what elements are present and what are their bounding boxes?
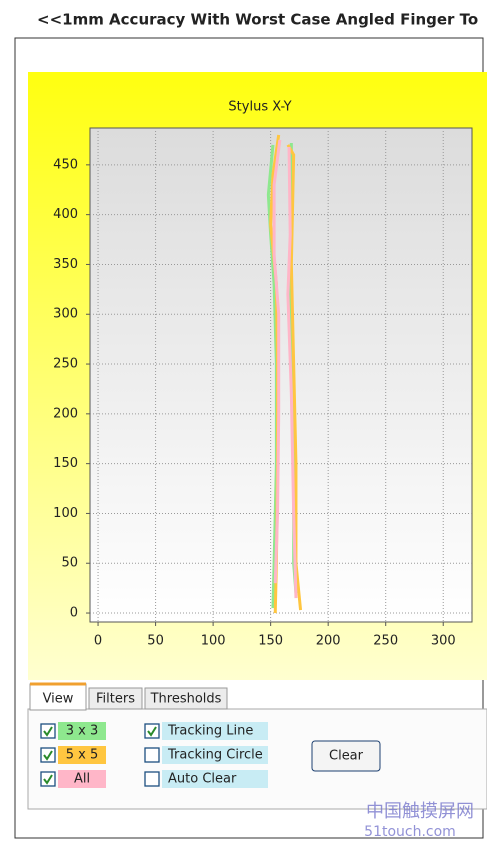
checkbox[interactable] [40,723,56,739]
clear-button-label[interactable]: Clear [329,749,364,764]
tab-label[interactable]: Filters [96,692,135,707]
tab-label[interactable]: View [43,692,74,707]
option-label-bg [162,722,268,740]
tab-label[interactable]: Thresholds [150,692,222,707]
legend-swatch [58,770,106,788]
checkbox[interactable] [40,747,56,763]
option-label-bg [162,746,268,764]
option-label-bg [162,770,268,788]
y-tick-label: 150 [53,456,78,471]
y-tick-label: 200 [53,406,78,421]
legend-swatch [58,722,106,740]
check-mark [43,750,53,761]
tab[interactable] [88,687,143,710]
option-label[interactable]: Auto Clear [168,772,237,787]
y-tick-label: 50 [61,556,78,571]
legend-label[interactable]: 5 x 5 [66,748,99,763]
x-tick-label: 200 [316,634,341,649]
watermark: 中国触摸屏网 [366,801,474,822]
y-tick-label: 100 [53,506,78,521]
tab[interactable] [144,687,228,710]
chart-title: Stylus X-Y [228,100,291,115]
x-tick-label: 50 [147,634,164,649]
checkbox[interactable] [144,747,160,763]
watermark: 51touch.com [364,824,456,840]
y-tick-label: 450 [53,157,78,172]
legend-label[interactable]: 3 x 3 [66,724,99,739]
x-tick-label: 250 [373,634,398,649]
check-mark [43,726,53,737]
x-tick-label: 0 [94,634,102,649]
legend-swatch [58,746,106,764]
option-label[interactable]: Tracking Line [167,724,253,739]
option-label[interactable]: Tracking Circle [167,748,263,763]
y-tick-label: 350 [53,257,78,272]
y-tick-label: 250 [53,357,78,372]
y-tick-label: 400 [53,207,78,222]
check-mark [147,726,157,737]
trace-line [272,139,298,599]
y-tick-label: 0 [70,606,78,621]
checkbox[interactable] [40,771,56,787]
checkbox[interactable] [144,723,160,739]
window-title: <<1mm Accuracy With Worst Case Angled Fi… [37,11,478,29]
x-tick-label: 100 [201,634,226,649]
x-tick-label: 150 [258,634,283,649]
check-mark [43,774,53,785]
checkbox[interactable] [144,771,160,787]
y-tick-label: 300 [53,307,78,322]
clear-button[interactable] [311,740,381,772]
x-tick-label: 300 [431,634,456,649]
plot-area [89,127,473,623]
legend-label[interactable]: All [74,772,90,787]
